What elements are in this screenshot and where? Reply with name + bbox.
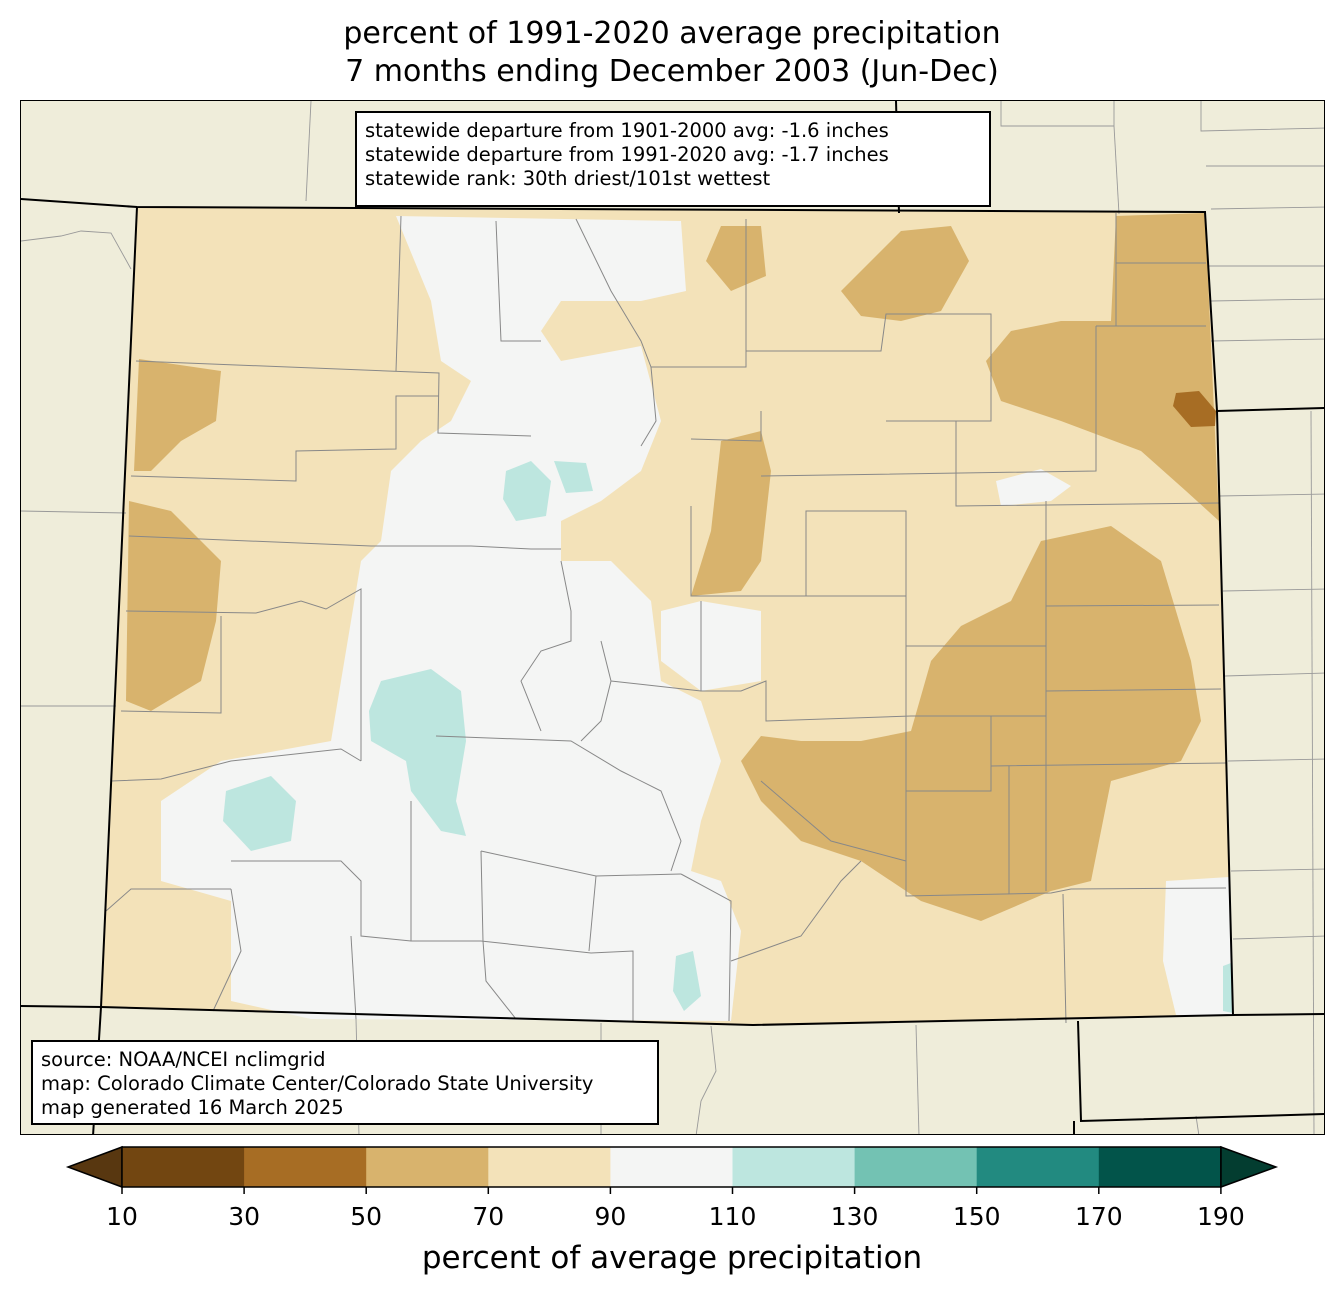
statewide-stats-box: statewide departure from 1901-2000 avg: …	[355, 111, 991, 207]
colorbar-outline	[121, 1146, 1222, 1188]
zone-wet-sanluis	[369, 669, 466, 836]
zone-near-normal-se	[1163, 877, 1233, 1015]
colorbar-tick-label: 30	[228, 1202, 260, 1231]
map-subtitle: 7 months ending December 2003 (Jun-Dec)	[345, 54, 999, 89]
map-credit: map: Colorado Climate Center/Colorado St…	[41, 1072, 594, 1095]
zone-dry-nw	[134, 359, 221, 471]
colorbar-tick-label: 10	[106, 1202, 138, 1231]
zone-near-normal-ne	[996, 469, 1071, 506]
zone-dry-west	[126, 501, 221, 711]
colorbar-over-arrow	[1220, 1145, 1279, 1189]
colorbar	[65, 1145, 1279, 1194]
source-text: source: NOAA/NCEI nclimgrid	[41, 1048, 326, 1071]
zone-dry-north2	[706, 226, 766, 291]
generated-date: map generated 16 March 2025	[41, 1096, 344, 1119]
colorbar-under-arrow	[65, 1145, 123, 1189]
zone-near-normal-east	[661, 601, 761, 691]
statewide-rank: statewide rank: 30th driest/101st wettes…	[365, 167, 771, 190]
county-lines	[105, 213, 1227, 1024]
zone-wet-se	[1223, 963, 1233, 1013]
colorbar-tick-label: 170	[1074, 1202, 1123, 1231]
colorbar-segment	[732, 1147, 856, 1187]
colorbar-tick-label: 90	[594, 1202, 627, 1231]
zone-dry-ne	[986, 213, 1219, 521]
colorbar-tick-label: 130	[830, 1202, 879, 1231]
colorbar-tick-label: 190	[1197, 1202, 1245, 1231]
zone-wet-north	[503, 461, 551, 521]
colorbar-segment	[122, 1147, 245, 1187]
map-panel	[20, 100, 1325, 1135]
colorado-precip-map	[21, 101, 1324, 1134]
colorbar-label: percent of average precipitation	[421, 1240, 923, 1276]
map-title: percent of 1991-2020 average precipitati…	[343, 16, 1001, 51]
colorbar-segment	[366, 1147, 489, 1187]
colorbar-tick-label: 70	[472, 1202, 505, 1231]
zone-dry-frontrange	[691, 431, 771, 596]
colorbar-tick-label: 50	[350, 1202, 383, 1231]
source-box: source: NOAA/NCEI nclimgrid map: Colorad…	[31, 1040, 659, 1125]
departure-1901-2000: statewide departure from 1901-2000 avg: …	[365, 119, 889, 142]
zone-dry-north	[841, 226, 969, 321]
zone-wet-south	[673, 951, 701, 1011]
zone-wet-north2	[554, 461, 593, 493]
zone-dry-southeast	[741, 526, 1201, 921]
colorbar-segment	[610, 1147, 733, 1187]
colorbar-segment	[976, 1147, 1100, 1187]
zone-very-dry	[1173, 391, 1216, 427]
colorbar-segment	[488, 1147, 611, 1187]
colorbar-segment	[244, 1147, 367, 1187]
zone-near-normal	[161, 216, 741, 1021]
colorbar-tick-label: 110	[708, 1202, 757, 1231]
colorbar-segment	[1098, 1147, 1222, 1187]
colorbar-segment	[854, 1147, 978, 1187]
departure-1991-2020: statewide departure from 1991-2020 avg: …	[365, 143, 889, 166]
colorbar-tick-label: 150	[952, 1202, 1001, 1231]
zone-wet-sw	[223, 776, 296, 851]
